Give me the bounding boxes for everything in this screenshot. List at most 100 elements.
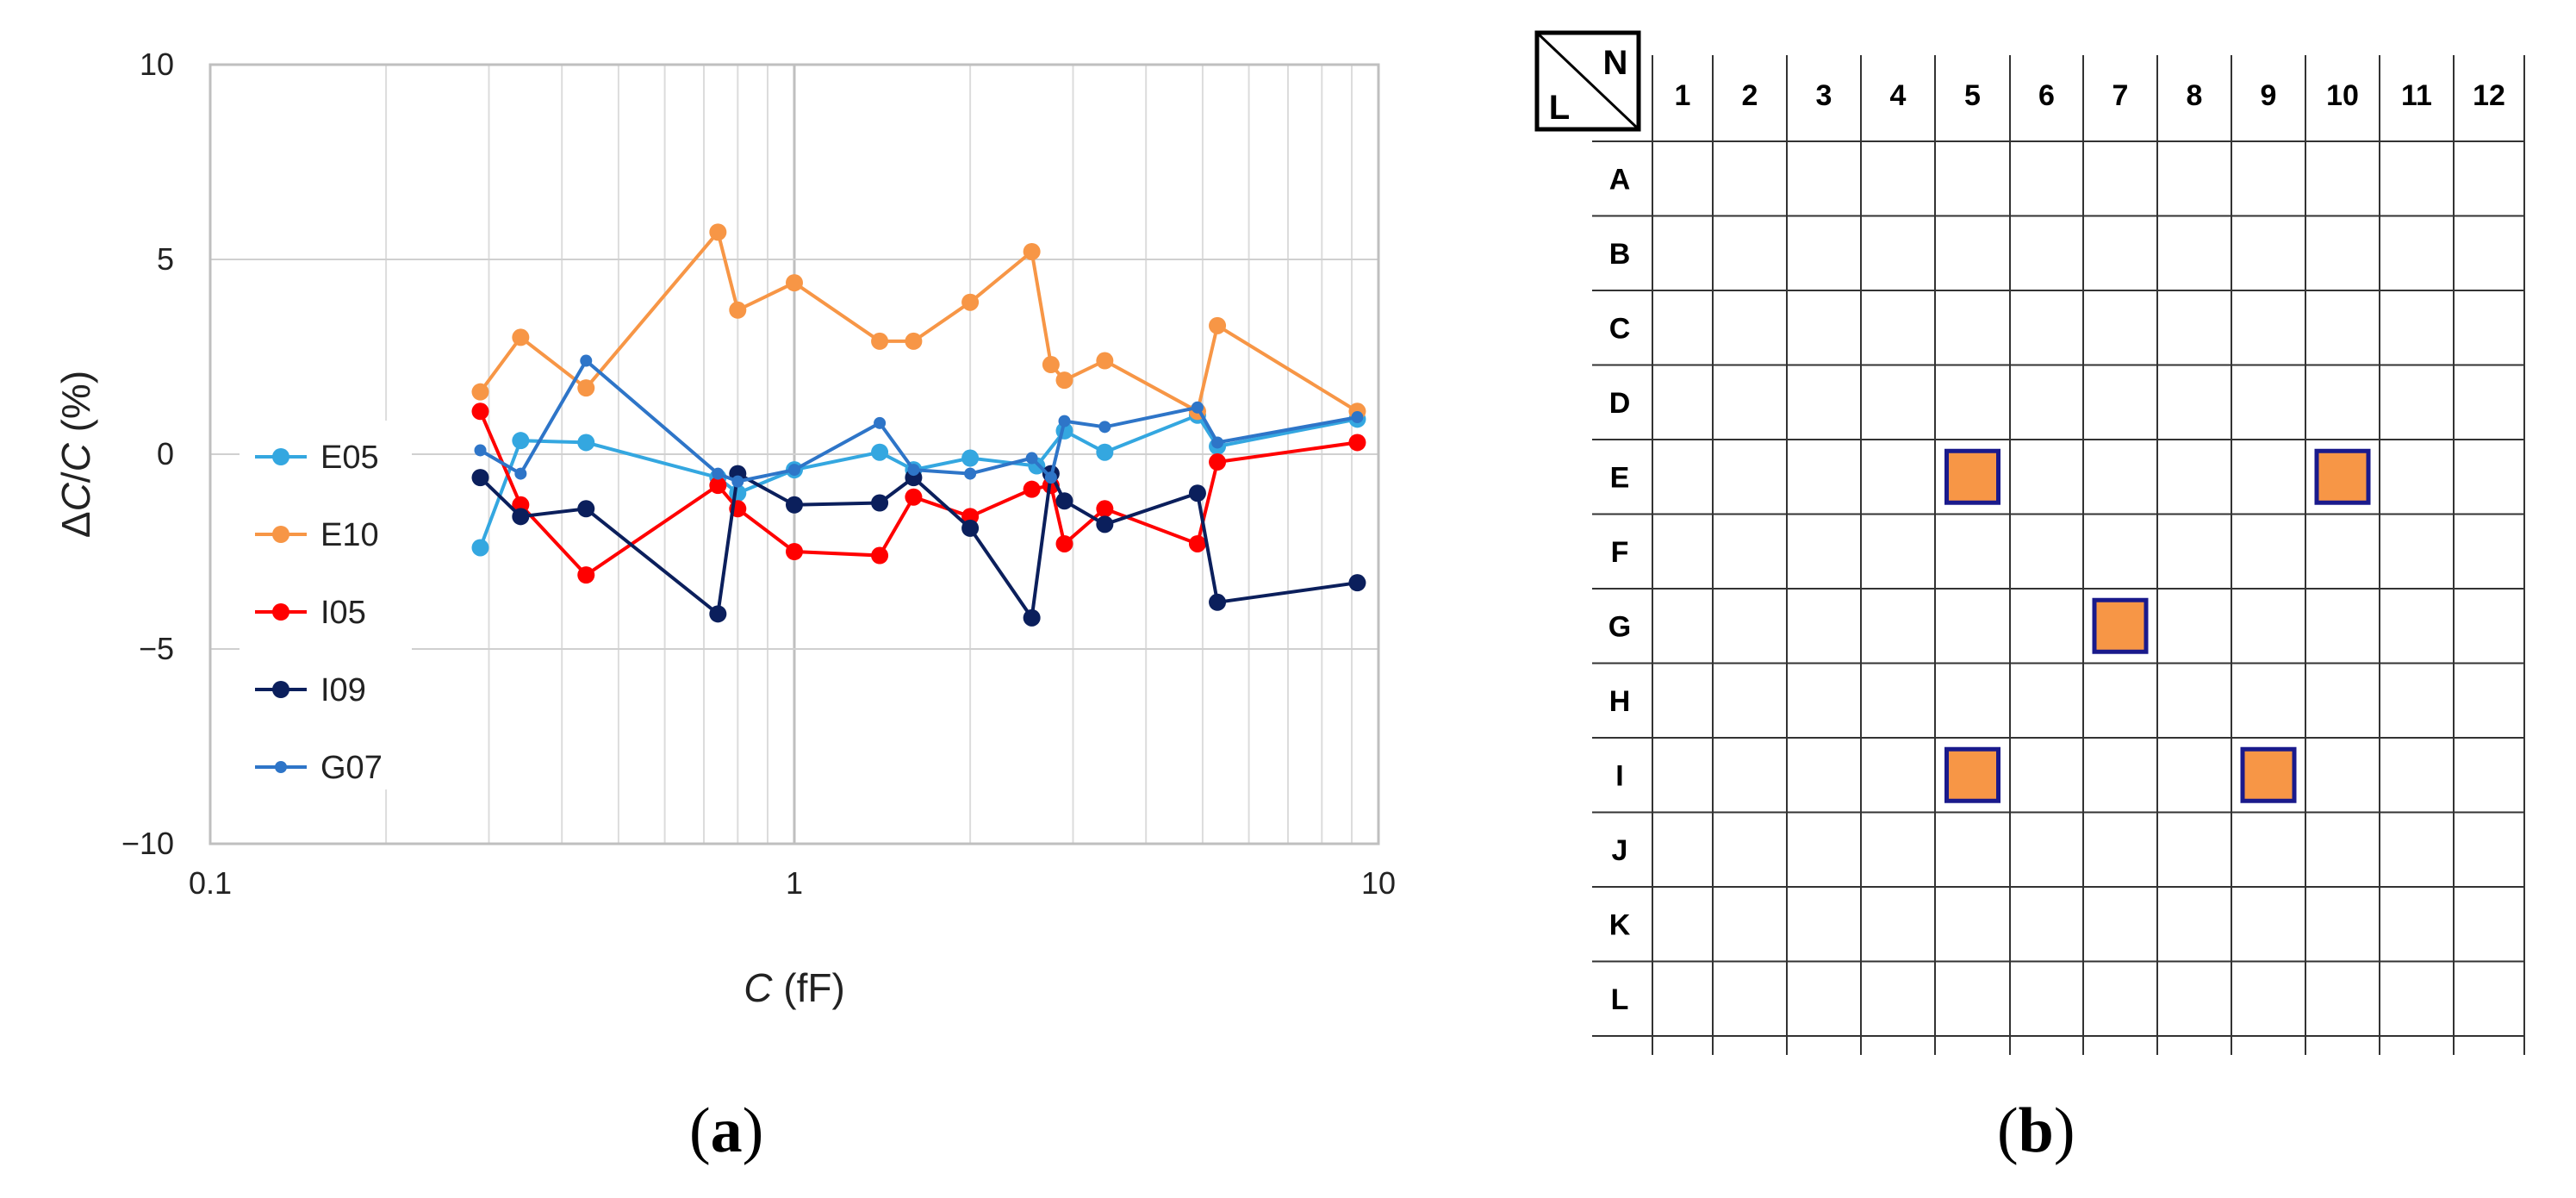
- column-header: 2: [1742, 79, 1758, 112]
- data-point: [1023, 608, 1041, 627]
- data-point: [786, 543, 803, 560]
- row-header: A: [1609, 163, 1631, 196]
- data-point: [1058, 415, 1071, 427]
- column-headers: 1 2 3 4 5 6 7 8 9 10 11 12: [1675, 79, 2505, 112]
- legend-swatch-marker: [272, 526, 289, 543]
- column-header: 4: [1890, 79, 1907, 112]
- series-line: [478, 228, 1359, 415]
- y-axis-title: ΔC/C (%): [53, 371, 98, 538]
- column-header: 6: [2038, 79, 2055, 112]
- data-point: [1188, 534, 1206, 552]
- column-header: 12: [2473, 79, 2505, 112]
- data-point: [731, 475, 744, 488]
- marked-cell-e10: [2314, 448, 2371, 505]
- legend-entry: E10: [255, 517, 379, 553]
- column-header: 1: [1675, 79, 1691, 112]
- data-point: [961, 293, 980, 311]
- data-point: [905, 488, 923, 506]
- legend-background: [240, 421, 412, 789]
- data-point: [1025, 452, 1038, 465]
- y-tick-labels: 10 5 0 −5 −10: [121, 47, 174, 861]
- series-g07: [474, 354, 1364, 488]
- corner-diagonal: [1535, 31, 1640, 131]
- x-tick-labels: 0.1 1 10: [189, 865, 1396, 901]
- series-line: [478, 410, 1358, 577]
- series-i09: [471, 465, 1366, 627]
- row-header: B: [1609, 238, 1631, 271]
- data-point: [1096, 443, 1114, 461]
- legend-label: I05: [320, 595, 366, 631]
- data-point: [1044, 471, 1057, 484]
- series-line: [479, 358, 1358, 484]
- legend: E05 E10 I05 I09 G07: [240, 421, 412, 789]
- column-header: 7: [2112, 79, 2129, 112]
- column-header: 5: [1964, 79, 1981, 112]
- data-point: [709, 223, 727, 241]
- data-point: [474, 444, 487, 457]
- data-point: [1209, 593, 1227, 611]
- data-point: [786, 274, 803, 292]
- data-point: [577, 500, 595, 518]
- y-tick-label: 5: [157, 241, 174, 277]
- y-tick-label: 0: [157, 436, 174, 471]
- data-point: [961, 449, 980, 467]
- column-header: 8: [2187, 79, 2203, 112]
- legend-entry: E05: [255, 440, 379, 476]
- data-point: [512, 508, 530, 526]
- data-point: [471, 402, 489, 421]
- data-point: [577, 434, 595, 452]
- data-point: [874, 416, 887, 429]
- data-point: [1209, 453, 1227, 471]
- data-point: [1055, 534, 1073, 552]
- data-point: [786, 496, 803, 514]
- data-point: [1096, 352, 1114, 370]
- data-point: [1023, 242, 1041, 260]
- x-tick-label: 10: [1361, 865, 1396, 901]
- grid-lines: [1592, 55, 2525, 1055]
- row-header: D: [1609, 387, 1631, 420]
- data-point: [964, 467, 977, 480]
- panel-label-b: (b): [1997, 1095, 2075, 1166]
- data-point: [871, 443, 889, 461]
- data-point: [471, 383, 489, 401]
- y-tick-label: −10: [121, 826, 174, 861]
- data-point: [1188, 484, 1206, 502]
- data-point: [907, 464, 920, 477]
- data-point: [577, 566, 595, 584]
- data-point: [709, 605, 727, 623]
- column-header: 3: [1816, 79, 1832, 112]
- data-point: [871, 546, 889, 565]
- legend-swatch-marker: [272, 448, 289, 465]
- legend-swatch-marker: [272, 681, 289, 698]
- row-header: L: [1611, 983, 1629, 1016]
- legend-entry: I09: [255, 672, 366, 708]
- column-header: 10: [2326, 79, 2359, 112]
- data-point: [1211, 436, 1224, 449]
- data-point: [1348, 574, 1366, 592]
- row-header: C: [1609, 312, 1631, 345]
- row-header: J: [1612, 834, 1628, 867]
- panel-label-a: (a): [689, 1095, 764, 1166]
- marked-cell-e5: [1944, 448, 2000, 505]
- legend-label: E05: [320, 440, 379, 476]
- y-tick-label: 10: [140, 47, 174, 82]
- column-header: 9: [2261, 79, 2277, 112]
- legend-label: I09: [320, 672, 366, 708]
- row-header: E: [1610, 461, 1630, 494]
- data-point: [729, 301, 747, 319]
- data-point: [512, 432, 530, 450]
- chart-gridlines: [208, 64, 1380, 845]
- marked-cell-g7: [2092, 597, 2149, 654]
- data-point: [905, 332, 923, 350]
- data-point: [1096, 515, 1114, 533]
- data-point: [471, 539, 489, 557]
- row-header: K: [1609, 908, 1631, 941]
- row-header: H: [1609, 685, 1631, 718]
- data-point: [1042, 356, 1060, 374]
- x-axis-title: C (fF): [744, 965, 845, 1010]
- legend-label: E10: [320, 517, 379, 553]
- data-point: [712, 467, 725, 480]
- data-point: [1209, 316, 1227, 334]
- legend-label: G07: [320, 750, 383, 786]
